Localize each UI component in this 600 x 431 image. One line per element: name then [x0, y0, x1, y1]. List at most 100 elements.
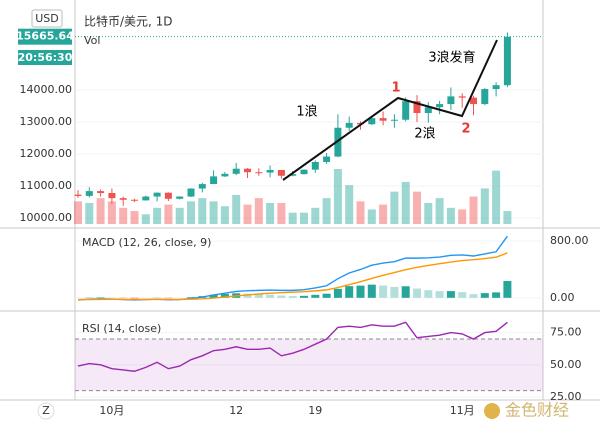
volume-bar [232, 194, 241, 224]
candle-body [345, 122, 353, 128]
macd-histogram-bar [401, 286, 410, 298]
y-tick-label: 10000.00 [20, 211, 73, 224]
currency-box[interactable] [31, 9, 63, 28]
pane-title: RSI (14, close) [82, 322, 161, 335]
macd-histogram-bar [243, 293, 252, 298]
candle-body [334, 127, 342, 157]
candle-body [481, 89, 489, 105]
volume-bar [480, 188, 489, 224]
volume-bar [175, 207, 184, 224]
annotation: 2 [461, 122, 470, 137]
candle-body [300, 169, 308, 175]
volume-bar [220, 206, 229, 224]
candle-body [142, 196, 150, 201]
volume-bar [288, 212, 297, 224]
last-price-box [18, 28, 72, 45]
toolbar-icon[interactable]: Z [42, 404, 50, 417]
volume-bar [469, 196, 478, 224]
volume-bar [333, 169, 342, 224]
volume-bar [345, 185, 354, 224]
macd-histogram-bar [322, 293, 331, 298]
x-tick-label: 12 [229, 404, 243, 417]
macd-histogram-bar [480, 293, 489, 298]
candle-body [311, 161, 319, 170]
macd-histogram-bar [209, 294, 218, 298]
macd-histogram-bar [503, 281, 512, 298]
candle-body [153, 192, 161, 197]
volume-bar [243, 204, 252, 224]
candle-body [289, 174, 297, 176]
y-tick-label: 14000.00 [20, 83, 73, 96]
macd-histogram-bar [288, 296, 297, 298]
annotation: 2浪 [414, 127, 435, 142]
volume-bar [356, 201, 365, 224]
candle-body [232, 168, 240, 174]
macd-histogram-bar [390, 286, 399, 298]
candle-body [458, 96, 466, 98]
annotation: 1浪 [296, 105, 317, 120]
macd-histogram-bar [300, 295, 308, 298]
volume-bar [254, 198, 263, 224]
candle-body [413, 101, 421, 114]
volume-bar [209, 201, 218, 224]
macd-histogram-bar [254, 294, 263, 298]
candle-body [74, 194, 82, 196]
volume-bar [266, 202, 275, 224]
volume-bar [435, 198, 444, 224]
candle-body [255, 172, 263, 174]
indicator-line [77, 252, 508, 301]
annotation: 1 [391, 81, 400, 96]
countdown-box [18, 50, 72, 65]
volume-bar [198, 198, 207, 224]
candle-body [266, 169, 274, 173]
volume-bar [85, 202, 94, 224]
macd-histogram-bar [356, 285, 365, 298]
macd-histogram-bar [379, 285, 388, 298]
macd-histogram-bar [446, 291, 455, 298]
macd-histogram-bar [424, 290, 433, 298]
candle-body [187, 188, 195, 197]
volume-bar [424, 202, 433, 224]
macd-histogram-bar [413, 288, 421, 298]
candle-body [379, 118, 387, 121]
candle-body [470, 97, 477, 105]
candle-body [390, 119, 398, 121]
volume-bar [446, 207, 455, 224]
watermark: 金色财经 [505, 401, 569, 420]
macd-histogram-bar [367, 284, 376, 298]
macd-histogram-bar [435, 291, 444, 298]
volume-bar [503, 211, 512, 224]
candle-body [97, 191, 105, 194]
macd-histogram-bar [469, 294, 478, 298]
volume-bar [458, 209, 467, 224]
volume-bar [492, 170, 501, 224]
candle-body [85, 191, 93, 196]
wave-trend-line [282, 39, 498, 181]
y-tick-label: 0.00 [550, 291, 575, 304]
macd-histogram-bar [277, 295, 286, 298]
macd-histogram-bar [220, 293, 229, 298]
volume-bar [153, 207, 162, 224]
macd-histogram-bar [266, 294, 275, 298]
volume-bar [96, 198, 105, 224]
candle-body [368, 118, 376, 125]
pane-title: MACD (12, 26, close, 9) [82, 236, 211, 249]
candle-body [198, 184, 206, 189]
x-tick-label: 10月 [99, 404, 124, 417]
volume-bar [119, 207, 128, 224]
candle-body [108, 193, 116, 199]
candle-body [277, 169, 285, 176]
candle-body [323, 156, 331, 162]
candle-body [210, 176, 218, 185]
last-price-label: 15665.64 [16, 30, 74, 43]
candle-body [244, 168, 251, 173]
y-tick-label: 50.00 [550, 358, 582, 371]
toolbar-button[interactable] [37, 402, 55, 420]
watermark-logo [484, 403, 500, 419]
candle-body [424, 107, 432, 114]
currency[interactable]: USD [35, 12, 59, 25]
macd-histogram-bar [345, 286, 354, 298]
indicator-line [77, 321, 508, 372]
